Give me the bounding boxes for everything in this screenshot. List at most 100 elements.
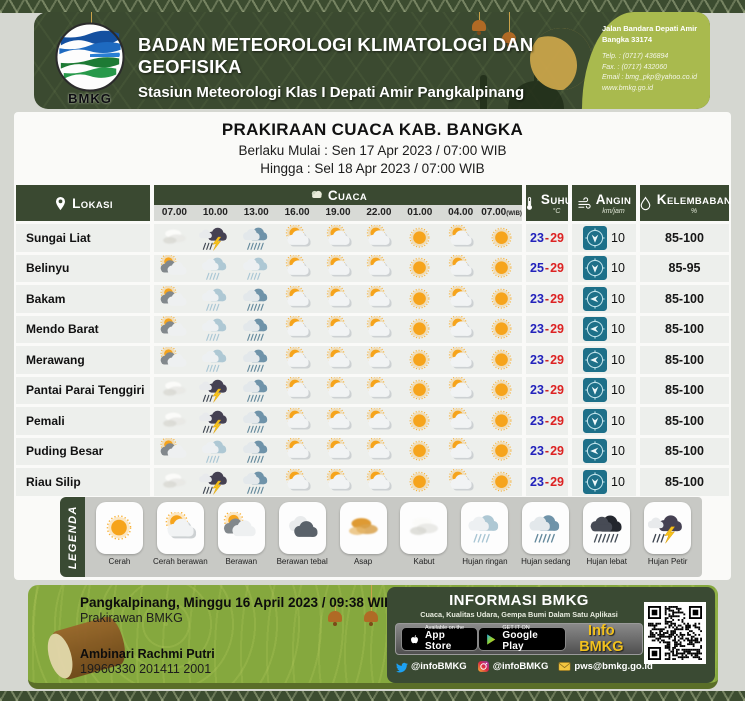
legend-item-label: Cerah berawan: [153, 557, 208, 566]
wind-speed: 10: [611, 383, 625, 398]
email-contact[interactable]: pws@bmkg.go.id: [558, 660, 653, 673]
lantern-decoration: [328, 585, 379, 631]
humidity-range: 85-100: [665, 230, 704, 245]
weather-icon-cerah-berawan: [285, 407, 311, 430]
time-col-16.00: 16.00: [284, 207, 310, 218]
temperature-range: 23-29: [530, 444, 564, 459]
qr-code[interactable]: [644, 602, 706, 664]
weather-cell-10.00: [195, 408, 236, 434]
weather-icon-berawan: [160, 316, 187, 336]
weather-cell-19.00: [318, 346, 359, 373]
email-contact-text: pws@bmkg.go.id: [574, 661, 653, 672]
weather-icon-cerah-berawan: [285, 346, 311, 369]
weather-cell-19.00: [318, 285, 359, 312]
weather-cell-07.00: [154, 377, 195, 403]
google-play-badge[interactable]: GET IT ON Google Play: [478, 624, 566, 652]
weather-cell-07.00: [154, 225, 195, 251]
legend-item-label: Cerah: [108, 557, 131, 566]
weather-cell-07.00: [481, 225, 522, 251]
weather-cell-10.00: [195, 377, 236, 403]
google-play-tagline: GET IT ON: [502, 624, 530, 631]
weather-icon-hujan-petir: [198, 410, 227, 434]
location-label: Sungai Liat: [26, 230, 91, 245]
weather-icon-hujan-ringan: [201, 318, 226, 342]
email-line[interactable]: Email : bmg_pkp@yahoo.co.id: [602, 74, 698, 81]
weather-icon-hujan-sedang: [242, 440, 267, 464]
weather-cell-01.00: [399, 347, 440, 373]
weather-icon-cerah: [491, 379, 512, 400]
weather-icon-cerah: [409, 227, 430, 248]
weather-icon-berawan: [160, 438, 187, 458]
table-row-bakam: Bakam 23-29 10 85-100: [16, 285, 729, 313]
legend-item-hujan-sedang: Hujan sedang: [515, 502, 576, 577]
weather-cell-19.00: [318, 255, 359, 281]
wind-speed: 10: [611, 413, 625, 428]
drop-icon: [640, 196, 651, 210]
weather-cell-19.00: [318, 468, 359, 495]
location-label: Bakam: [26, 291, 66, 306]
weather-icon-cerah-berawan: [449, 224, 474, 247]
weather-cell-07.00: [154, 469, 195, 495]
weather-icon-hujan-sedang: [242, 318, 267, 342]
weather-icon-cerah-berawan: [326, 224, 352, 247]
valid-to: Hingga : Sel 18 Apr 2023 / 07:00 WIB: [260, 161, 485, 176]
social-links: @infoBMKG @infoBMKG: [395, 660, 653, 673]
header-banner: Jalan Bandara Depati Amir Bangka 33174 T…: [34, 12, 710, 109]
forecaster-name: Ambinari Rachmi Putri: [80, 647, 215, 661]
weather-cell-16.00: [277, 407, 318, 434]
weather-cell-01.00: [399, 225, 440, 251]
weather-cell-07.00: [481, 347, 522, 373]
weather-cell-22.00: [358, 407, 399, 434]
instagram-handle[interactable]: @infoBMKG: [477, 660, 549, 673]
weather-cell-10.00: [195, 347, 236, 373]
weather-cell-16.00: [277, 316, 318, 342]
weather-cell-22.00: [358, 224, 399, 251]
weather-cell-01.00: [399, 377, 440, 403]
org-name: BADAN METEOROLOGI KLIMATOLOGI DAN GEOFIS…: [138, 34, 534, 77]
website-link[interactable]: www.bmkg.go.id: [602, 84, 653, 92]
app-store-tagline: Available on the: [425, 624, 465, 631]
weather-icon-kabut: [163, 229, 186, 244]
cloudsm-icon: [311, 190, 322, 198]
weather-icon-cerah-berawan: [367, 255, 392, 277]
google-play-icon: [487, 633, 496, 645]
weather-icon-cerah-berawan: [326, 468, 352, 491]
weather-icon-cerah: [409, 471, 430, 492]
weather-icon-kabut: [163, 412, 186, 427]
fax-line: Fax. : (0717) 432060: [602, 63, 667, 71]
wind-speed: 10: [611, 474, 625, 489]
weather-cell-13.00: [236, 347, 277, 373]
weather-icon-kabut: [410, 517, 438, 535]
weather-icon-kabut: [163, 381, 186, 396]
weather-cell-07.00: [481, 316, 522, 342]
info-bmkg-app-name: Info BMKG: [579, 623, 624, 655]
weather-cell-22.00: [358, 285, 399, 312]
table-row-pantai-parai-tenggiri: Pantai Parai Tenggiri 23-29 10 85-1: [16, 376, 729, 404]
twitter-handle[interactable]: @infoBMKG: [395, 660, 467, 673]
weather-icon-cerah-berawan: [326, 316, 352, 338]
weather-icon-cerah-berawan: [285, 468, 311, 491]
table-row-merawang: Merawang 23-29 10 85-100: [16, 346, 729, 374]
weather-icon-cerah: [491, 440, 512, 461]
legend-item-label: Kabut: [413, 557, 435, 566]
weather-cell-07.00: [481, 438, 522, 464]
humidity-range: 85-100: [665, 444, 704, 459]
weather-icon-cerah-berawan: [449, 255, 474, 277]
weather-cell-01.00: [399, 316, 440, 342]
legend-item-hujan-petir: Hujan Petir: [637, 502, 698, 577]
compass-arrow-icon-left: [583, 286, 608, 311]
table-row-riau-silip: Riau Silip 23-29 10 85-100: [16, 468, 729, 496]
weather-cell-07.00: [154, 316, 195, 342]
weather-cell-10.00: [195, 438, 236, 464]
weather-cell-19.00: [318, 407, 359, 434]
wind-cell: 10: [572, 469, 636, 494]
wind-icon: [578, 196, 591, 209]
weather-icon-hujan-ringan: [201, 288, 226, 311]
instagram-handle-text: @infoBMKG: [492, 661, 549, 672]
weather-icon-cerah-berawan: [326, 438, 352, 460]
weather-icon-hujan-sedang: [242, 379, 267, 403]
app-store-badge[interactable]: Available on the App Store: [401, 624, 479, 652]
weather-icon-cerah-berawan: [326, 377, 352, 399]
weather-cell-04.00: [440, 407, 481, 434]
apple-icon: [411, 634, 418, 643]
